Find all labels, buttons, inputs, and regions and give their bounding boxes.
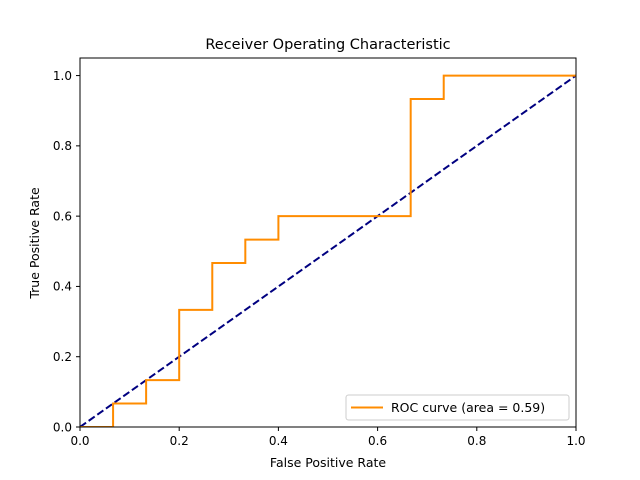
y-axis: 0.0 0.2 0.4 0.6 0.8 1.0 <box>53 69 80 434</box>
y-tick-label: 1.0 <box>53 69 72 83</box>
chart-title: Receiver Operating Characteristic <box>205 37 450 53</box>
roc-curve-line <box>80 74 576 427</box>
y-axis-label: True Positive Rate <box>27 187 42 300</box>
legend: ROC curve (area = 0.59) <box>345 394 570 421</box>
y-tick-label: 0.2 <box>53 350 72 364</box>
y-tick-label: 0.6 <box>53 209 72 223</box>
x-tick-label: 0.6 <box>368 434 387 448</box>
y-tick-label: 0.8 <box>53 139 72 153</box>
x-tick-label: 0.0 <box>70 434 89 448</box>
x-axis: 0.0 0.2 0.4 0.6 0.8 1.0 <box>70 427 586 448</box>
y-tick-label: 0.0 <box>53 420 72 434</box>
legend-label-roc: ROC curve (area = 0.59) <box>391 400 545 415</box>
x-tick-label: 0.2 <box>170 434 189 448</box>
x-tick-label: 1.0 <box>566 434 585 448</box>
plot-area <box>79 57 577 428</box>
x-tick-label: 0.8 <box>467 434 486 448</box>
y-tick-label: 0.4 <box>53 280 72 294</box>
x-axis-label: False Positive Rate <box>270 455 386 470</box>
x-tick-label: 0.4 <box>269 434 288 448</box>
diagonal-reference-line <box>80 74 576 427</box>
plot-frame <box>79 57 577 428</box>
series-group <box>80 74 576 427</box>
legend-box <box>345 394 570 421</box>
